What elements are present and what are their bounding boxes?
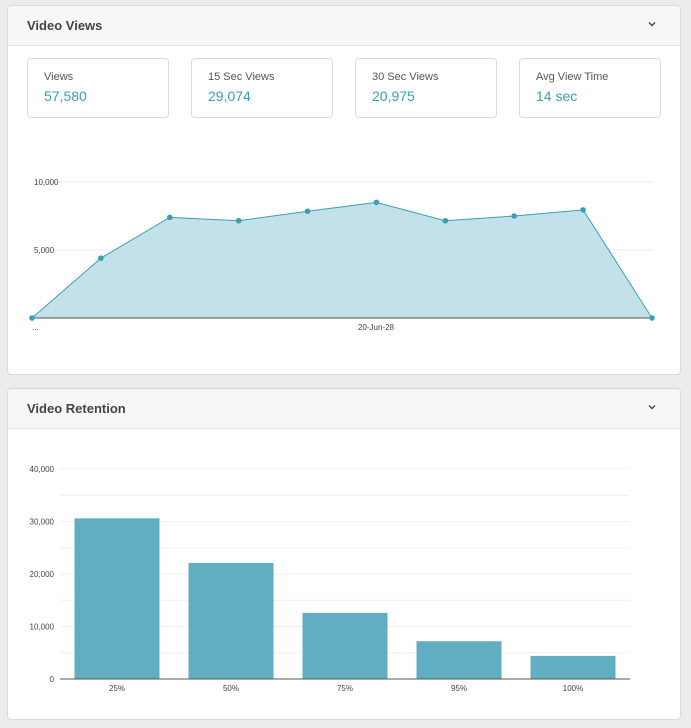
chevron-down-icon[interactable] [646, 401, 658, 413]
series-line [31, 201, 653, 319]
x-tick-label: 20-Jun-28 [358, 323, 395, 332]
stat-label: Views [44, 71, 74, 83]
y-tick-label: 20,000 [30, 570, 55, 579]
x-tick-label: 50% [223, 684, 239, 693]
stat-card-views: Views 57,580 [27, 58, 169, 118]
stats-row: Views 57,580 15 Sec Views 29,074 30 Sec … [27, 58, 661, 118]
stat-value: 57,580 [44, 88, 87, 104]
video-retention-bar-chart: 40,000 30,000 20,000 10,000 0 25% 50% 75% 95% 100… [30, 465, 630, 693]
video-retention-panel: Video Retention 40,000 30,000 20,000 10,000… [7, 388, 681, 720]
chevron-down-icon[interactable] [646, 18, 658, 30]
stat-card-30-sec-views: 30 Sec Views 20,975 [355, 58, 497, 118]
stat-value: 29,074 [208, 88, 251, 104]
data-point [29, 315, 35, 321]
bar [302, 612, 388, 679]
data-point [649, 315, 655, 321]
video-views-area-chart: 10,000 5,000... 20-Jun-28 [29, 178, 655, 332]
y-tick-label: 0 [50, 675, 55, 684]
data-point [373, 199, 380, 206]
bar [188, 562, 274, 679]
y-tick-label: 5,000 [34, 246, 55, 255]
area-fill [32, 202, 652, 318]
video-views-header[interactable]: Video Views [8, 6, 680, 46]
stat-label: Avg View Time [536, 71, 609, 83]
x-tick-label: 100% [563, 684, 583, 693]
y-tick-label: 30,000 [30, 518, 55, 527]
video-retention-header[interactable]: Video Retention [8, 389, 680, 429]
stat-value: 20,975 [372, 88, 415, 104]
data-point [98, 255, 104, 261]
x-tick-label: 75% [337, 684, 353, 693]
stat-value: 14 sec [536, 88, 578, 104]
data-point [235, 217, 242, 224]
data-point [304, 208, 311, 215]
video-views-title: Video Views [27, 18, 103, 33]
stat-card-15-sec-views: 15 Sec Views 29,074 [191, 58, 333, 118]
bar [74, 518, 160, 679]
stat-label: 30 Sec Views [372, 71, 439, 83]
stat-card-avg-view-time: Avg View Time 14 sec [519, 58, 661, 118]
stat-label: 15 Sec Views [208, 71, 275, 83]
y-tick-label: 10,000 [30, 623, 55, 632]
video-views-panel: Video Views Views 57,580 15 Sec Views 29… [7, 5, 681, 375]
x-tick-label: 95% [451, 684, 467, 693]
data-point [580, 207, 586, 213]
x-tick-label: ... [32, 323, 39, 332]
y-tick-label: 40,000 [30, 465, 55, 474]
x-tick-label: 25% [109, 684, 125, 693]
video-retention-title: Video Retention [27, 401, 126, 416]
data-point [442, 217, 449, 224]
bar [416, 641, 502, 679]
bar [530, 655, 616, 679]
y-tick-label: 10,000 [34, 178, 59, 187]
data-point [166, 214, 173, 221]
data-point [511, 213, 518, 219]
